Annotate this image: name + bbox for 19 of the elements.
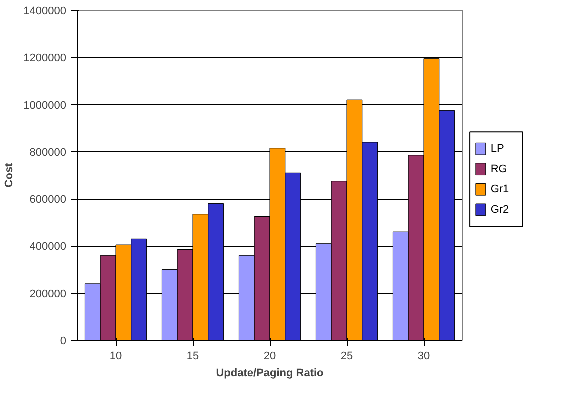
x-tick-label: 10 xyxy=(110,350,122,362)
y-tick-label: 1200000 xyxy=(24,52,67,65)
x-tick-label: 20 xyxy=(264,350,276,362)
y-tick-label: 400000 xyxy=(30,241,67,254)
legend-label: Gr2 xyxy=(490,204,510,216)
legend-label: Gr1 xyxy=(490,184,510,196)
y-tick-label: 200000 xyxy=(30,288,67,300)
y-axis-title: Cost xyxy=(4,162,16,188)
x-tick-label: 25 xyxy=(340,350,354,362)
legend-label: LP xyxy=(490,143,504,156)
x-axis-title: Update/Paging Ratio xyxy=(216,368,324,380)
y-tick-label: 600000 xyxy=(30,194,67,206)
x-tick-label: 30 xyxy=(418,350,430,362)
y-tick-label: 800000 xyxy=(30,146,67,159)
x-tick-label: 15 xyxy=(186,350,200,362)
y-tick-label: 1400000 xyxy=(24,6,67,18)
y-tick-label: 1000000 xyxy=(24,100,67,112)
y-tick-label: 0 xyxy=(60,336,67,348)
legend-label: RG xyxy=(490,163,508,176)
